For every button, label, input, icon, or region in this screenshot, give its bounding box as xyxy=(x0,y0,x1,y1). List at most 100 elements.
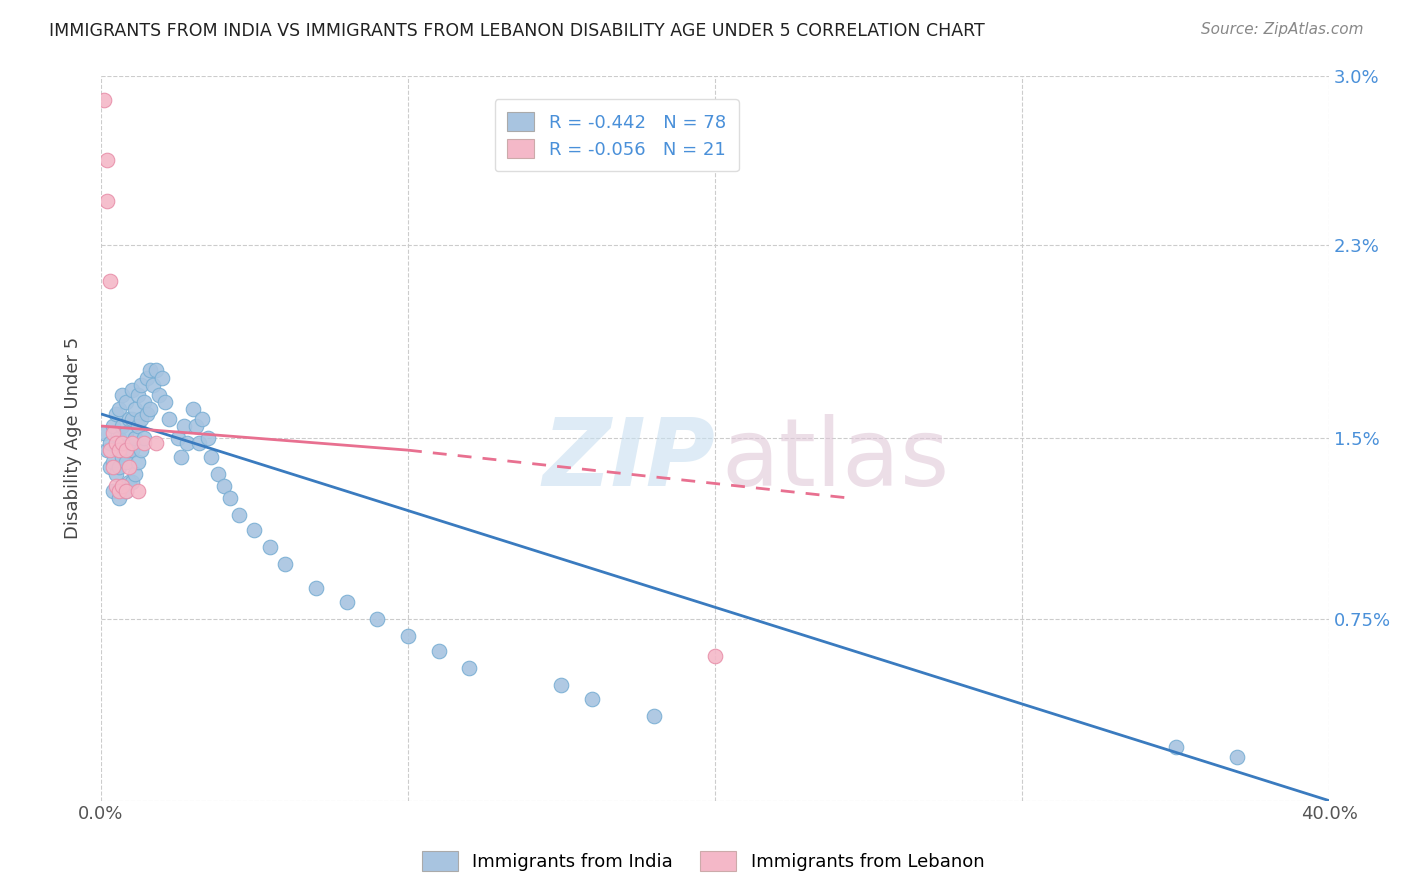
Point xyxy=(581,692,603,706)
Point xyxy=(127,484,149,499)
Point xyxy=(124,431,146,445)
Point xyxy=(184,419,207,434)
Point xyxy=(155,394,177,409)
Point xyxy=(132,431,155,445)
Point xyxy=(550,677,572,691)
Point xyxy=(259,540,281,554)
Point xyxy=(121,475,143,489)
Point xyxy=(181,402,204,417)
Point xyxy=(105,407,128,421)
Point xyxy=(121,383,143,397)
Point xyxy=(111,450,134,465)
Point xyxy=(228,508,250,523)
Point xyxy=(121,411,143,425)
Point xyxy=(170,450,193,465)
Point xyxy=(96,443,118,458)
Point xyxy=(212,479,235,493)
Point xyxy=(108,484,131,499)
Point xyxy=(114,455,136,469)
Point xyxy=(1226,750,1249,764)
Point xyxy=(111,479,134,493)
Point xyxy=(136,407,159,421)
Point xyxy=(105,467,128,482)
Point xyxy=(643,709,665,723)
Point xyxy=(129,377,152,392)
Point xyxy=(157,411,180,425)
Point xyxy=(98,274,121,288)
Legend: R = -0.442   N = 78, R = -0.056   N = 21: R = -0.442 N = 78, R = -0.056 N = 21 xyxy=(495,99,738,171)
Point xyxy=(132,436,155,450)
Point xyxy=(166,431,188,445)
Point xyxy=(111,387,134,401)
Point xyxy=(129,411,152,425)
Point xyxy=(108,402,131,417)
Point xyxy=(127,419,149,434)
Point xyxy=(98,436,121,450)
Point xyxy=(335,595,357,609)
Point xyxy=(145,436,167,450)
Point xyxy=(108,460,131,475)
Point xyxy=(197,431,219,445)
Point xyxy=(111,436,134,450)
Point xyxy=(114,426,136,441)
Point xyxy=(105,436,128,450)
Point xyxy=(117,443,139,458)
Point xyxy=(127,455,149,469)
Point xyxy=(108,491,131,506)
Point xyxy=(114,443,136,458)
Point xyxy=(117,411,139,425)
Point xyxy=(108,431,131,445)
Y-axis label: Disability Age Under 5: Disability Age Under 5 xyxy=(65,337,82,539)
Point xyxy=(121,443,143,458)
Point xyxy=(219,491,242,506)
Point xyxy=(96,153,118,168)
Point xyxy=(98,443,121,458)
Point xyxy=(127,387,149,401)
Point xyxy=(173,419,195,434)
Point xyxy=(124,402,146,417)
Point xyxy=(93,93,115,107)
Point xyxy=(274,557,297,571)
Point xyxy=(427,644,450,658)
Point xyxy=(98,460,121,475)
Point xyxy=(108,443,131,458)
Point xyxy=(114,484,136,499)
Point xyxy=(305,581,328,595)
Text: IMMIGRANTS FROM INDIA VS IMMIGRANTS FROM LEBANON DISABILITY AGE UNDER 5 CORRELAT: IMMIGRANTS FROM INDIA VS IMMIGRANTS FROM… xyxy=(49,22,986,40)
Point xyxy=(96,194,118,209)
Point xyxy=(103,419,125,434)
Point xyxy=(105,436,128,450)
Point xyxy=(176,436,198,450)
Point xyxy=(458,661,481,675)
Point xyxy=(148,387,170,401)
Point xyxy=(191,411,214,425)
Point xyxy=(145,363,167,377)
Point xyxy=(366,612,388,626)
Point xyxy=(124,467,146,482)
Legend: Immigrants from India, Immigrants from Lebanon: Immigrants from India, Immigrants from L… xyxy=(415,844,991,879)
Text: Source: ZipAtlas.com: Source: ZipAtlas.com xyxy=(1201,22,1364,37)
Point xyxy=(103,426,125,441)
Point xyxy=(243,523,266,537)
Point xyxy=(111,419,134,434)
Point xyxy=(103,484,125,499)
Text: ZIP: ZIP xyxy=(543,414,716,506)
Point xyxy=(704,648,727,663)
Text: atlas: atlas xyxy=(721,414,949,506)
Point xyxy=(121,436,143,450)
Point xyxy=(117,460,139,475)
Point xyxy=(1164,740,1187,755)
Point xyxy=(139,363,162,377)
Point xyxy=(207,467,229,482)
Point xyxy=(150,370,173,384)
Point xyxy=(200,450,222,465)
Point xyxy=(114,484,136,499)
Point xyxy=(396,629,419,643)
Point xyxy=(114,394,136,409)
Point xyxy=(117,475,139,489)
Point xyxy=(129,443,152,458)
Point xyxy=(132,394,155,409)
Point xyxy=(105,479,128,493)
Point xyxy=(93,426,115,441)
Point xyxy=(142,377,165,392)
